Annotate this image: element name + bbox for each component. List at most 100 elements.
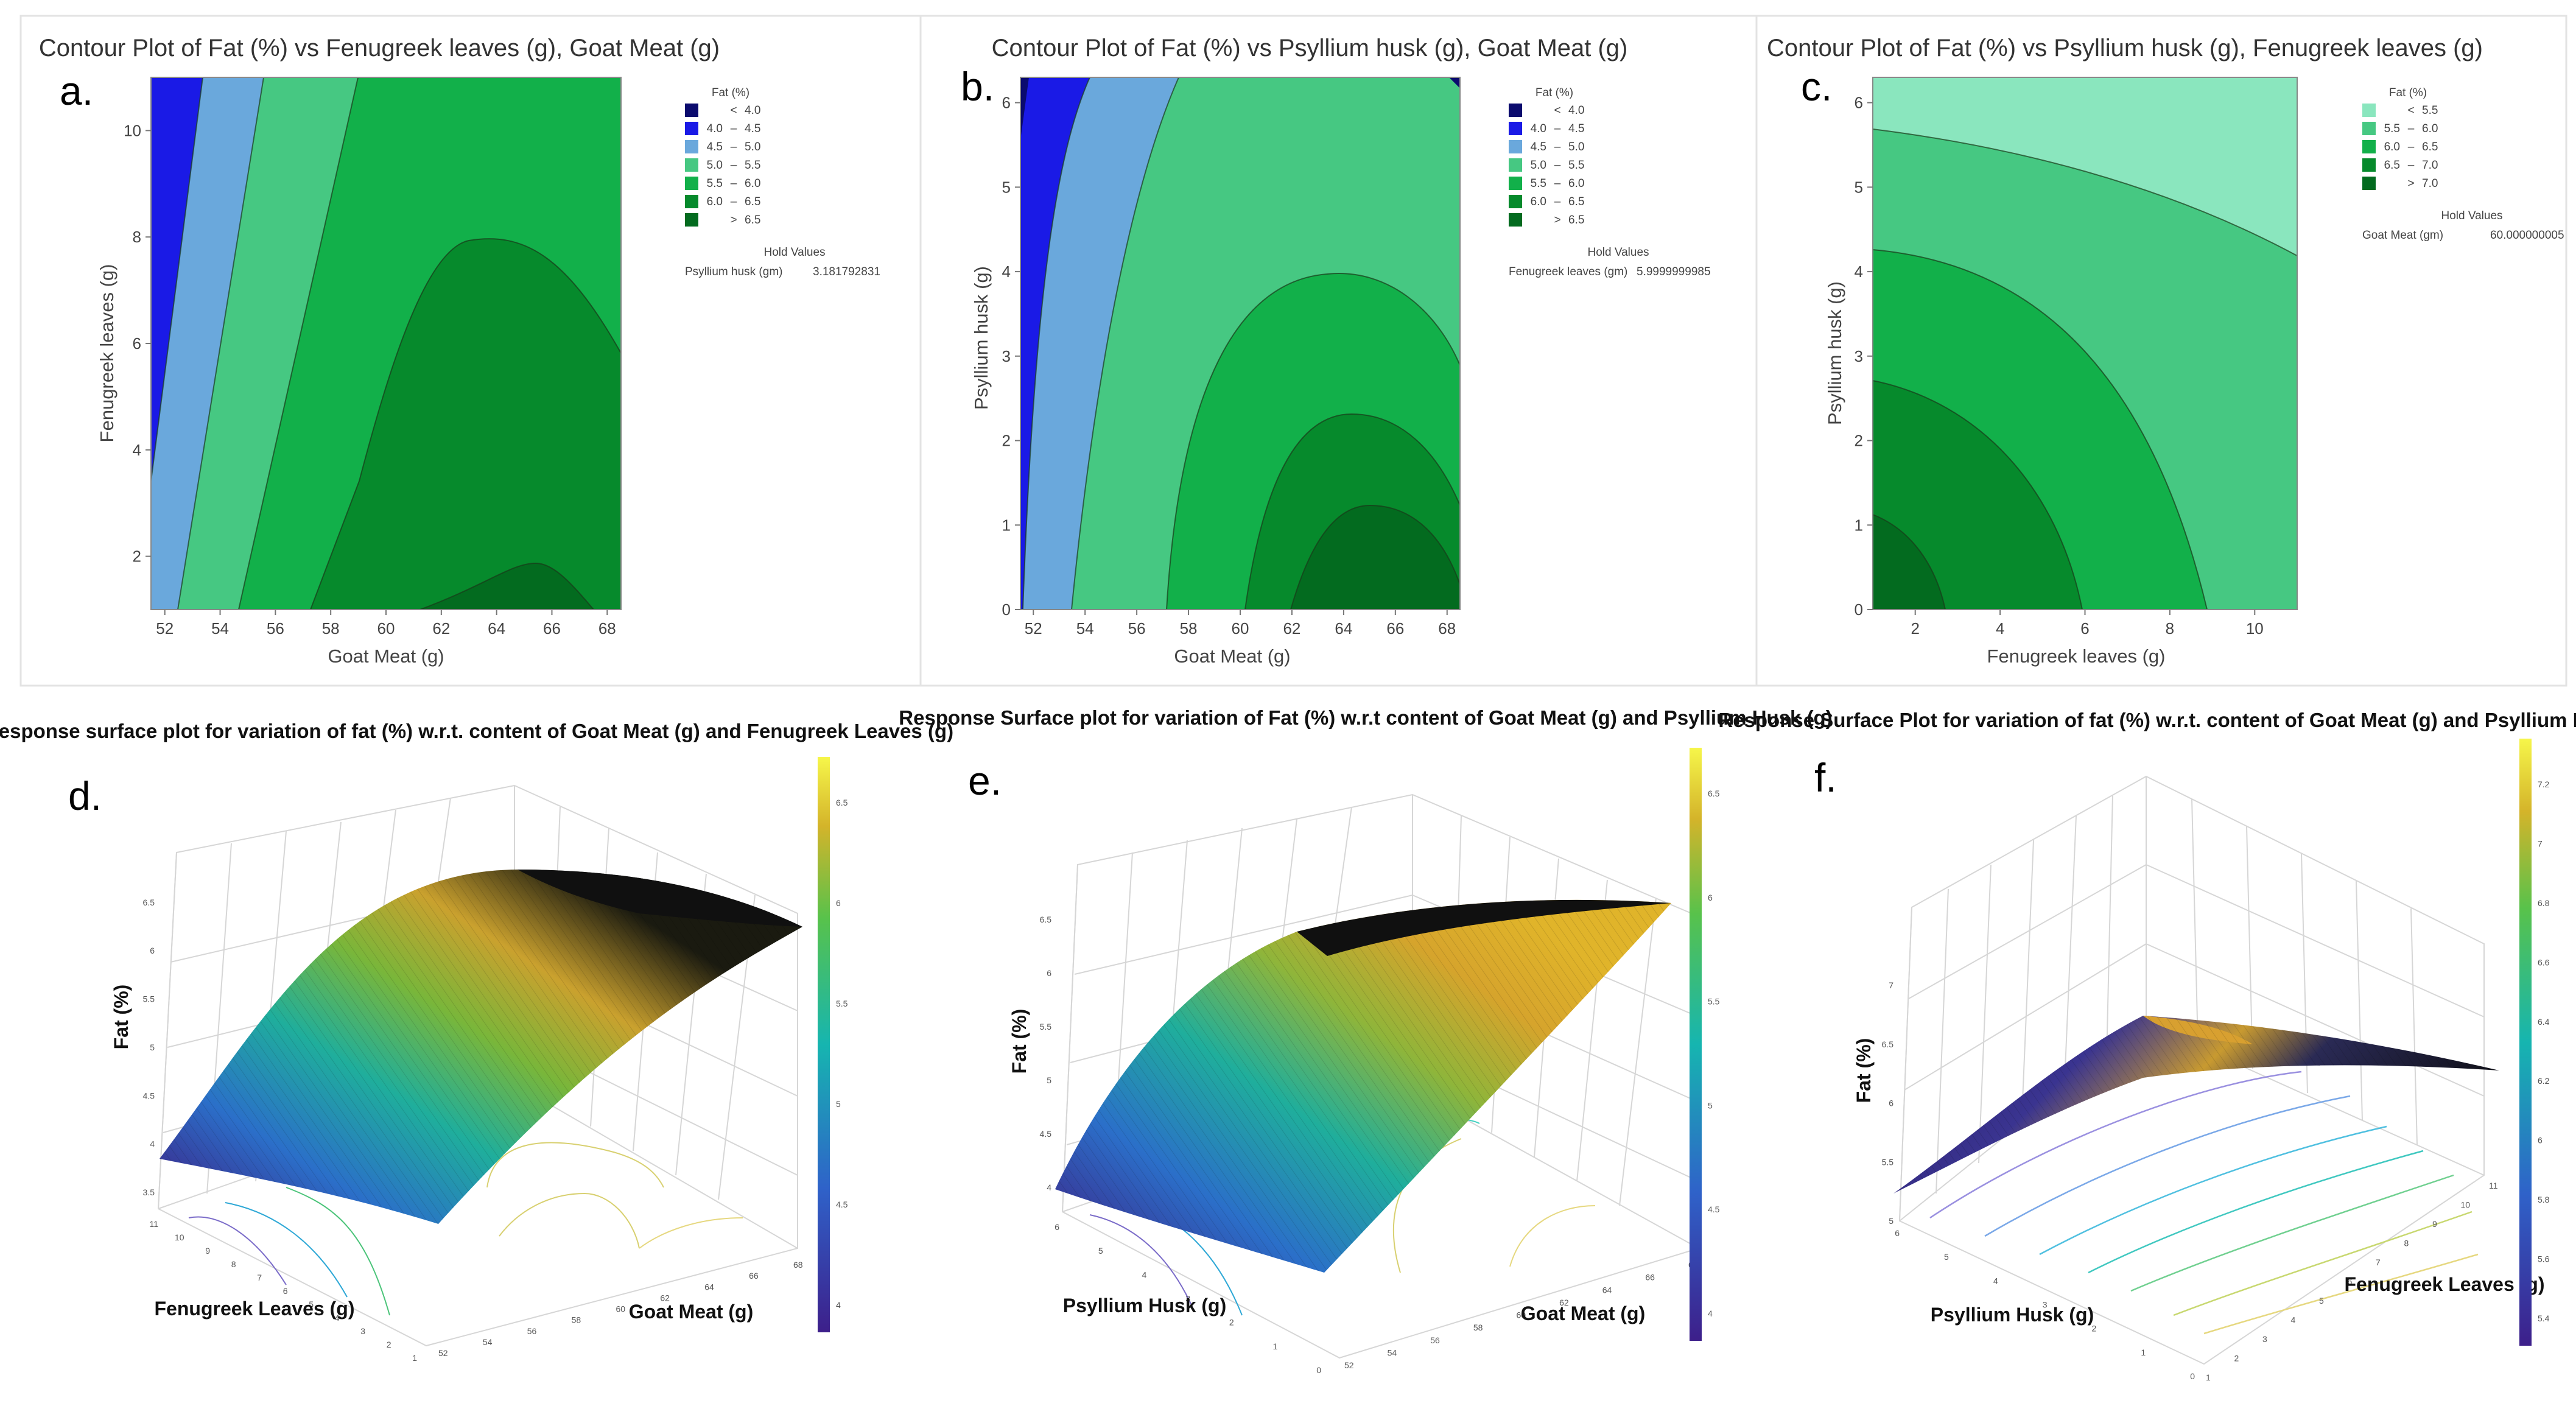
z-tick-label: 4 xyxy=(1047,1183,1051,1192)
legend-range-sep: – xyxy=(731,159,737,172)
x-tick-label: 60 xyxy=(616,1304,626,1314)
y-tick-label: 4 xyxy=(1142,1270,1147,1279)
y-tick-label: 3 xyxy=(1002,347,1011,365)
x-tick-label: 62 xyxy=(660,1293,670,1302)
x-tick-label: 62 xyxy=(1559,1298,1569,1307)
colorbar-tick-label: 5 xyxy=(836,1099,841,1109)
surface-ridge-shadow xyxy=(1297,899,1671,956)
x-tick-label: 8 xyxy=(2166,619,2174,638)
x-tick-label: 6 xyxy=(2348,1277,2353,1287)
surface-mesh xyxy=(1893,1016,2499,1193)
legend-range-sep: – xyxy=(1554,141,1561,153)
hold-value: 3.181792831 xyxy=(813,265,880,278)
colorbar-tick-label: 5.6 xyxy=(2538,1254,2550,1264)
y-tick-label: 5 xyxy=(1098,1246,1103,1256)
hold-value-label: Goat Meat (gm) xyxy=(2362,229,2443,242)
y-tick-label: 8 xyxy=(133,228,141,246)
surface-ridge-shadow xyxy=(518,870,802,927)
legend-range-high: 6.0 xyxy=(1568,177,1584,190)
x-tick-label: 2 xyxy=(1911,619,1919,638)
contour-line xyxy=(1872,380,2083,610)
y-tick-label: 4 xyxy=(1993,1276,1998,1285)
contour-band xyxy=(1291,505,1460,610)
legend-range-low: 4.5 xyxy=(707,141,723,153)
x-tick-label: 60 xyxy=(377,619,395,638)
colorbar xyxy=(1690,748,1702,1341)
contour-line xyxy=(1071,77,1179,610)
x-axis-label: Goat Meat (g) xyxy=(1174,645,1290,667)
legend-range-sep: – xyxy=(731,195,737,208)
x-tick-label: 6 xyxy=(2080,619,2089,638)
contour-line xyxy=(1872,128,2298,256)
y-tick-label: 10 xyxy=(175,1232,184,1242)
y-tick-label: 1 xyxy=(412,1353,417,1363)
x-tick-label: 10 xyxy=(2246,619,2264,638)
legend-swatch xyxy=(1509,195,1522,208)
y-tick-label: 3 xyxy=(1185,1294,1190,1304)
y-axis: 0 1 2 3 4 5 6 xyxy=(1855,94,1873,619)
legend-swatch xyxy=(1509,213,1522,227)
y-tick-label: 4 xyxy=(1855,262,1863,281)
legend-range-sep: – xyxy=(2408,141,2415,153)
x-tick-label: 62 xyxy=(1283,619,1300,638)
colorbar-tick-label: 5.8 xyxy=(2538,1195,2550,1204)
y-axis: 1 2 3 4 5 6 7 8 9 10 11 xyxy=(149,1219,417,1363)
hold-value-label: Fenugreek leaves (gm) xyxy=(1509,265,1627,278)
x-tick-label: 5 xyxy=(2319,1296,2324,1306)
y-tick-label: 5 xyxy=(1855,178,1863,196)
contour-line xyxy=(1244,413,1461,610)
legend-range-low: 4.0 xyxy=(707,122,723,135)
x-axis: 52 54 56 58 60 62 64 66 68 xyxy=(156,610,616,638)
legend-range-sep: – xyxy=(1554,159,1561,172)
colorbar-tick-label: 6.2 xyxy=(2538,1076,2550,1086)
z-tick-label: 7 xyxy=(1889,980,1893,990)
x-tick-label: 64 xyxy=(1335,619,1352,638)
legend-range-sep: – xyxy=(2408,159,2415,172)
legend-range-high: 6.5 xyxy=(1568,195,1584,208)
legend-swatch xyxy=(2362,122,2376,135)
legend-range-high: 7.0 xyxy=(2422,159,2438,172)
contour-line xyxy=(419,562,594,610)
x-tick-label: 4 xyxy=(1996,619,2004,638)
z-tick-label: 4.5 xyxy=(143,1091,155,1100)
y-tick-label: 0 xyxy=(2190,1371,2195,1381)
z-axis: 3.5 4 4.5 5 5.5 6 6.5 xyxy=(143,898,155,1197)
legend-title: Fat (%) xyxy=(712,86,749,99)
colorbar-tick-label: 6 xyxy=(1708,893,1713,902)
projection-contour-line xyxy=(1509,1205,1596,1267)
y-tick-label: 5 xyxy=(309,1299,314,1309)
chart-title: Response Surface plot for variation of F… xyxy=(899,706,1832,729)
colorbar-tick-label: 4 xyxy=(1708,1309,1713,1318)
y-tick-label: 6 xyxy=(133,334,141,353)
y-tick-label: 10 xyxy=(124,121,141,139)
z-tick-label: 4 xyxy=(150,1139,155,1149)
x-tick-label: 2 xyxy=(2234,1354,2239,1363)
z-tick-label: 6.5 xyxy=(1882,1039,1894,1049)
x-tick-label: 10 xyxy=(2461,1200,2471,1210)
projection-contour-line xyxy=(2130,1174,2454,1292)
z-axis-label: Fat (%) xyxy=(1008,1009,1030,1074)
colorbar-tick-label: 5.5 xyxy=(1708,997,1720,1007)
z-tick-label: 5.5 xyxy=(143,994,155,1004)
legend: Fat (%)< 5.55.5–6.06.0–6.56.5–7.0> 7.0Hold… xyxy=(2362,86,2564,242)
x-tick-label: 60 xyxy=(1517,1310,1526,1320)
legend-range-sep: – xyxy=(731,141,737,153)
y-tick-label: 1 xyxy=(2141,1348,2146,1357)
legend-range-high: 6.0 xyxy=(2422,122,2438,135)
x-tick-label: 8 xyxy=(2404,1239,2409,1248)
legend-range-low: 4.0 xyxy=(1531,122,1546,135)
hold-value: 60.000000005 xyxy=(2490,229,2564,242)
y-tick-label: 2 xyxy=(133,547,141,566)
legend-range-sep: – xyxy=(1554,122,1561,135)
z-tick-label: 5 xyxy=(1047,1075,1051,1085)
z-axis: 4 4.5 5 5.5 6 6.5 xyxy=(1040,915,1052,1192)
legend-range-low: 5.0 xyxy=(1531,159,1546,172)
x-tick-label: 68 xyxy=(793,1260,803,1270)
panel-letter: e. xyxy=(968,758,1002,803)
projection-contour-line xyxy=(486,1142,664,1188)
legend-range-high: 4.0 xyxy=(745,104,760,117)
legend-range-low: 5.5 xyxy=(707,177,723,190)
legend-swatch xyxy=(1509,177,1522,190)
legend: Fat (%)< 4.04.0–4.54.5–5.05.0–5.55.5–6.06… xyxy=(685,86,880,278)
